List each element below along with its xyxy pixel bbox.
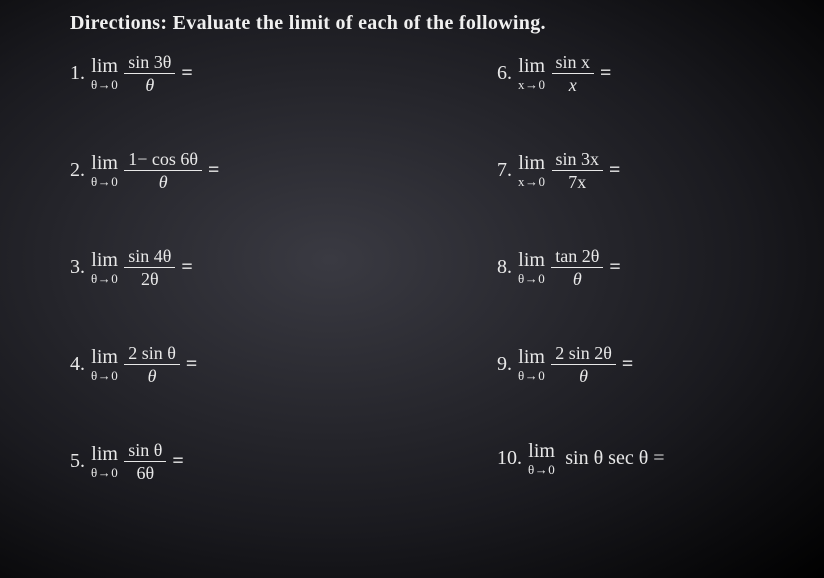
fraction: 2 sin θ θ <box>124 344 180 385</box>
numerator: tan 2θ <box>551 247 603 268</box>
worksheet-page: Directions: Evaluate the limit of each o… <box>0 0 824 492</box>
problem-6: 6. lim x→0 sin x x = <box>497 53 774 94</box>
denominator: 7x <box>568 171 586 191</box>
inline-expression: sin θ sec θ = <box>565 447 664 470</box>
denominator: θ <box>159 171 168 191</box>
numerator: sin 3θ <box>124 53 175 74</box>
lim-label: lim <box>91 56 118 76</box>
lim-approach: θ→0 <box>91 175 118 188</box>
problem-8: 8. lim θ→0 tan 2θ θ = <box>497 247 774 288</box>
equals-sign: = <box>600 62 611 85</box>
denominator: 2θ <box>141 268 159 288</box>
equals-sign: = <box>609 159 620 182</box>
lim-label: lim <box>91 153 118 173</box>
lim-approach: x→0 <box>518 175 546 188</box>
denominator: θ <box>579 365 588 385</box>
lim-label: lim <box>91 444 118 464</box>
problem-9: 9. lim θ→0 2 sin 2θ θ = <box>497 344 774 385</box>
lim-approach: θ→0 <box>518 369 545 382</box>
problem-7: 7. lim x→0 sin 3x 7x = <box>497 150 774 191</box>
limit-notation: lim θ→0 <box>518 250 545 285</box>
equals-sign: = <box>172 450 183 473</box>
lim-approach: x→0 <box>518 78 546 91</box>
problem-number: 7. <box>497 159 512 182</box>
problem-number: 8. <box>497 256 512 279</box>
lim-approach: θ→0 <box>91 369 118 382</box>
problem-1: 1. lim θ→0 sin 3θ θ = <box>70 53 347 94</box>
fraction: sin 3θ θ <box>124 53 175 94</box>
denominator: 6θ <box>136 462 154 482</box>
limit-notation: lim θ→0 <box>91 56 118 91</box>
problem-10: 10. lim θ→0 sin θ sec θ = <box>497 441 774 476</box>
fraction: tan 2θ θ <box>551 247 603 288</box>
lim-approach: θ→0 <box>518 272 545 285</box>
denominator: θ <box>145 74 154 94</box>
fraction: sin θ 6θ <box>124 441 166 482</box>
directions-heading: Directions: Evaluate the limit of each o… <box>70 12 774 35</box>
lim-approach: θ→0 <box>91 272 118 285</box>
limit-notation: lim x→0 <box>518 56 546 91</box>
fraction: 1− cos 6θ θ <box>124 150 202 191</box>
lim-label: lim <box>518 347 545 367</box>
lim-label: lim <box>518 56 545 76</box>
lim-approach: θ→0 <box>528 463 555 476</box>
numerator: sin θ <box>124 441 166 462</box>
limit-notation: lim θ→0 <box>91 153 118 188</box>
problem-4: 4. lim θ→0 2 sin θ θ = <box>70 344 347 385</box>
problem-number: 6. <box>497 62 512 85</box>
numerator: sin x <box>552 53 595 74</box>
equals-sign: = <box>181 62 192 85</box>
equals-sign: = <box>609 256 620 279</box>
problem-3: 3. lim θ→0 sin 4θ 2θ = <box>70 247 347 288</box>
limit-notation: lim θ→0 <box>91 444 118 479</box>
equals-sign: = <box>208 159 219 182</box>
problem-columns: 1. lim θ→0 sin 3θ θ = 2. lim θ→0 1− <box>70 53 774 482</box>
limit-notation: lim θ→0 <box>91 250 118 285</box>
problem-number: 3. <box>70 256 85 279</box>
equals-sign: = <box>186 353 197 376</box>
limit-notation: lim x→0 <box>518 153 546 188</box>
denominator: x <box>569 74 577 94</box>
problem-number: 1. <box>70 62 85 85</box>
numerator: sin 3x <box>552 150 604 171</box>
equals-sign: = <box>622 353 633 376</box>
fraction: sin x x <box>552 53 595 94</box>
numerator: sin 4θ <box>124 247 175 268</box>
problem-number: 5. <box>70 450 85 473</box>
lim-label: lim <box>518 250 545 270</box>
numerator: 2 sin θ <box>124 344 180 365</box>
lim-label: lim <box>518 153 545 173</box>
limit-notation: lim θ→0 <box>528 441 555 476</box>
problem-number: 9. <box>497 353 512 376</box>
denominator: θ <box>148 365 157 385</box>
limit-notation: lim θ→0 <box>91 347 118 382</box>
lim-label: lim <box>91 347 118 367</box>
limit-notation: lim θ→0 <box>518 347 545 382</box>
equals-sign: = <box>181 256 192 279</box>
fraction: sin 3x 7x <box>552 150 604 191</box>
lim-approach: θ→0 <box>91 466 118 479</box>
numerator: 2 sin 2θ <box>551 344 616 365</box>
problem-2: 2. lim θ→0 1− cos 6θ θ = <box>70 150 347 191</box>
problem-number: 4. <box>70 353 85 376</box>
left-column: 1. lim θ→0 sin 3θ θ = 2. lim θ→0 1− <box>70 53 347 482</box>
right-column: 6. lim x→0 sin x x = 7. lim x→0 sin <box>407 53 774 482</box>
fraction: 2 sin 2θ θ <box>551 344 616 385</box>
problem-number: 10. <box>497 447 522 470</box>
lim-label: lim <box>91 250 118 270</box>
problem-5: 5. lim θ→0 sin θ 6θ = <box>70 441 347 482</box>
lim-label: lim <box>528 441 555 461</box>
lim-approach: θ→0 <box>91 78 118 91</box>
numerator: 1− cos 6θ <box>124 150 202 171</box>
problem-number: 2. <box>70 159 85 182</box>
denominator: θ <box>573 268 582 288</box>
fraction: sin 4θ 2θ <box>124 247 175 288</box>
